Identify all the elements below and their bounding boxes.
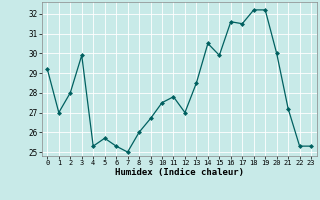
X-axis label: Humidex (Indice chaleur): Humidex (Indice chaleur) [115, 168, 244, 177]
